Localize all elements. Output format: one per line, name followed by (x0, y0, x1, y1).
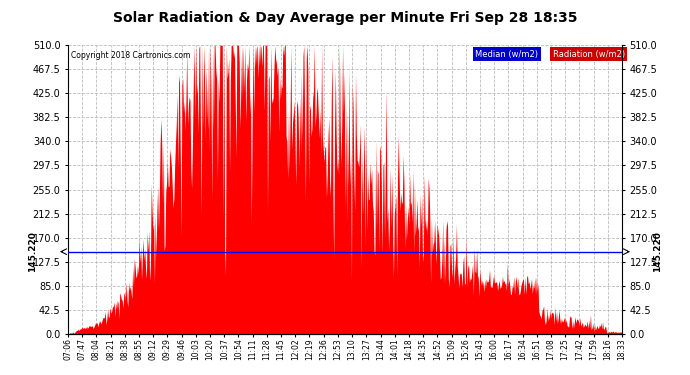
Text: Solar Radiation & Day Average per Minute Fri Sep 28 18:35: Solar Radiation & Day Average per Minute… (112, 11, 578, 25)
Text: Copyright 2018 Cartronics.com: Copyright 2018 Cartronics.com (71, 51, 190, 60)
Text: Radiation (w/m2): Radiation (w/m2) (553, 50, 625, 58)
Text: Median (w/m2): Median (w/m2) (475, 50, 538, 58)
Text: 145.220: 145.220 (28, 231, 37, 272)
Text: 145.220: 145.220 (653, 231, 662, 272)
